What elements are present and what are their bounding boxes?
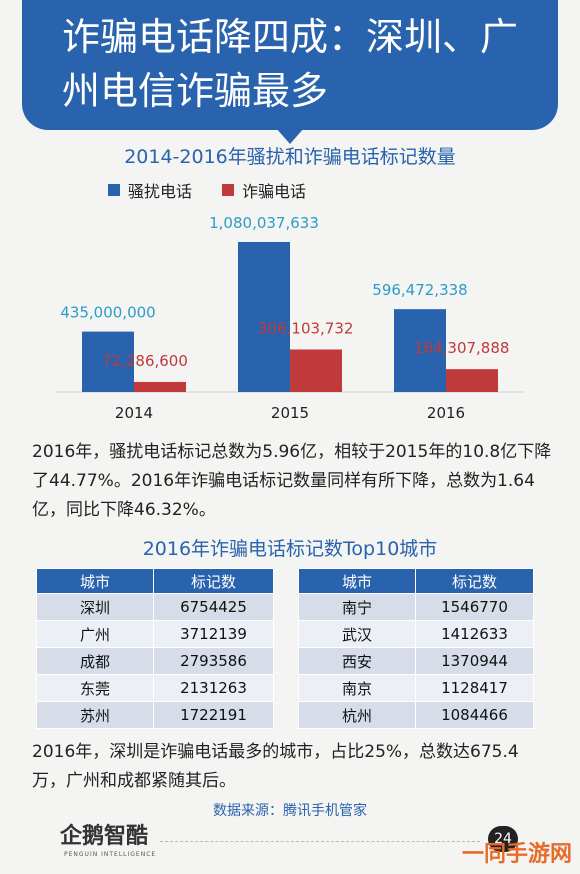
banner-pointer bbox=[276, 128, 304, 144]
chart-title: 2014-2016年骚扰和诈骗电话标记数量 bbox=[124, 146, 456, 168]
city-cell: 深圳 bbox=[36, 593, 154, 621]
table-row: 西安 1370944 bbox=[298, 647, 534, 675]
title-banner bbox=[22, 0, 558, 130]
table-row: 武汉 1412633 bbox=[298, 620, 534, 648]
brand-logo: 企鹅智酷 bbox=[60, 824, 149, 849]
x-tick-label: 2014 bbox=[115, 404, 153, 422]
bar-fraud bbox=[446, 369, 498, 392]
count-cell: 1546770 bbox=[415, 593, 534, 621]
table-row: 苏州 1722191 bbox=[36, 701, 274, 729]
data-label-harass: 596,472,338 bbox=[372, 281, 467, 299]
count-cell: 2131263 bbox=[153, 674, 274, 702]
table-row: 南京 1128417 bbox=[298, 674, 534, 702]
legend-item-harass: 骚扰电话 bbox=[108, 178, 192, 202]
x-tick-label: 2015 bbox=[271, 404, 309, 422]
table-row: 成都 2793586 bbox=[36, 647, 274, 675]
footer-divider bbox=[160, 841, 480, 842]
data-label-fraud: 306,103,732 bbox=[258, 319, 353, 337]
data-label-harass: 1,080,037,633 bbox=[209, 214, 319, 232]
x-tick-label: 2016 bbox=[427, 404, 465, 422]
page-title: 诈骗电话降四成：深圳、广州电信诈骗最多 bbox=[62, 15, 519, 113]
data-source: 数据来源：腾讯手机管家 bbox=[213, 803, 367, 819]
city-cell: 苏州 bbox=[36, 701, 154, 729]
bar-harass bbox=[394, 309, 446, 392]
column-header-city: 城市 bbox=[36, 568, 154, 594]
city-cell: 广州 bbox=[36, 620, 154, 648]
chart-legend: 骚扰电话 诈骗电话 bbox=[108, 178, 306, 202]
count-cell: 1722191 bbox=[153, 701, 274, 729]
city-table-right: 城市 标记数 南宁 1546770 武汉 1412633 西安 1370944 南京 1… bbox=[298, 568, 534, 729]
data-label-harass: 435,000,000 bbox=[60, 304, 155, 322]
city-table-left: 城市 标记数 深圳 6754425 广州 3712139 成都 2793586 东莞 2… bbox=[36, 568, 274, 729]
table-header-row: 城市 标记数 bbox=[36, 568, 274, 594]
column-header-count: 标记数 bbox=[153, 568, 274, 594]
city-cell: 南宁 bbox=[298, 593, 416, 621]
tables-title: 2016年诈骗电话标记数Top10城市 bbox=[142, 538, 438, 560]
count-cell: 1370944 bbox=[415, 647, 534, 675]
summary-paragraph-1: 2016年，骚扰电话标记总数为5.96亿，相较于2015年的10.8亿下降了44… bbox=[32, 442, 552, 520]
city-cell: 西安 bbox=[298, 647, 416, 675]
column-header-city: 城市 bbox=[298, 568, 416, 594]
city-cell: 武汉 bbox=[298, 620, 416, 648]
brand-logo-subtitle: PENGUIN INTELLIGENCE bbox=[64, 851, 157, 858]
bar-fraud bbox=[134, 381, 186, 392]
page-number: 24 bbox=[488, 826, 518, 852]
legend-label-fraud: 诈骗电话 bbox=[242, 182, 307, 201]
bar-harass bbox=[82, 331, 134, 392]
column-header-count: 标记数 bbox=[415, 568, 534, 594]
summary-paragraph-2: 2016年，深圳是诈骗电话最多的城市，占比25%，总数达675.4万，广州和成都… bbox=[32, 742, 519, 791]
count-cell: 2793586 bbox=[153, 647, 274, 675]
count-cell: 6754425 bbox=[153, 593, 274, 621]
legend-swatch-fraud bbox=[222, 184, 235, 196]
table-header-row: 城市 标记数 bbox=[298, 568, 534, 594]
data-label-fraud: 164,307,888 bbox=[414, 339, 509, 357]
bar-harass bbox=[238, 242, 290, 392]
city-cell: 东莞 bbox=[36, 674, 154, 702]
count-cell: 1084466 bbox=[415, 701, 534, 729]
data-label-fraud: 72,286,600 bbox=[102, 352, 188, 370]
count-cell: 1412633 bbox=[415, 620, 534, 648]
city-cell: 成都 bbox=[36, 647, 154, 675]
count-cell: 1128417 bbox=[415, 674, 534, 702]
legend-label-harass: 骚扰电话 bbox=[128, 182, 193, 201]
bar-chart: 435,000,000 72,286,600 2014 1,080,037,633 30… bbox=[56, 214, 524, 422]
bar-fraud bbox=[290, 349, 342, 392]
legend-item-fraud: 诈骗电话 bbox=[222, 178, 306, 202]
table-row: 杭州 1084466 bbox=[298, 701, 534, 729]
site-watermark: 一同手游网 bbox=[461, 842, 572, 867]
table-row: 深圳 6754425 bbox=[36, 593, 274, 621]
city-cell: 南京 bbox=[298, 674, 416, 702]
table-row: 东莞 2131263 bbox=[36, 674, 274, 702]
table-row: 南宁 1546770 bbox=[298, 593, 534, 621]
count-cell: 3712139 bbox=[153, 620, 274, 648]
table-row: 广州 3712139 bbox=[36, 620, 274, 648]
legend-swatch-harass bbox=[108, 184, 120, 196]
city-cell: 杭州 bbox=[298, 701, 416, 729]
